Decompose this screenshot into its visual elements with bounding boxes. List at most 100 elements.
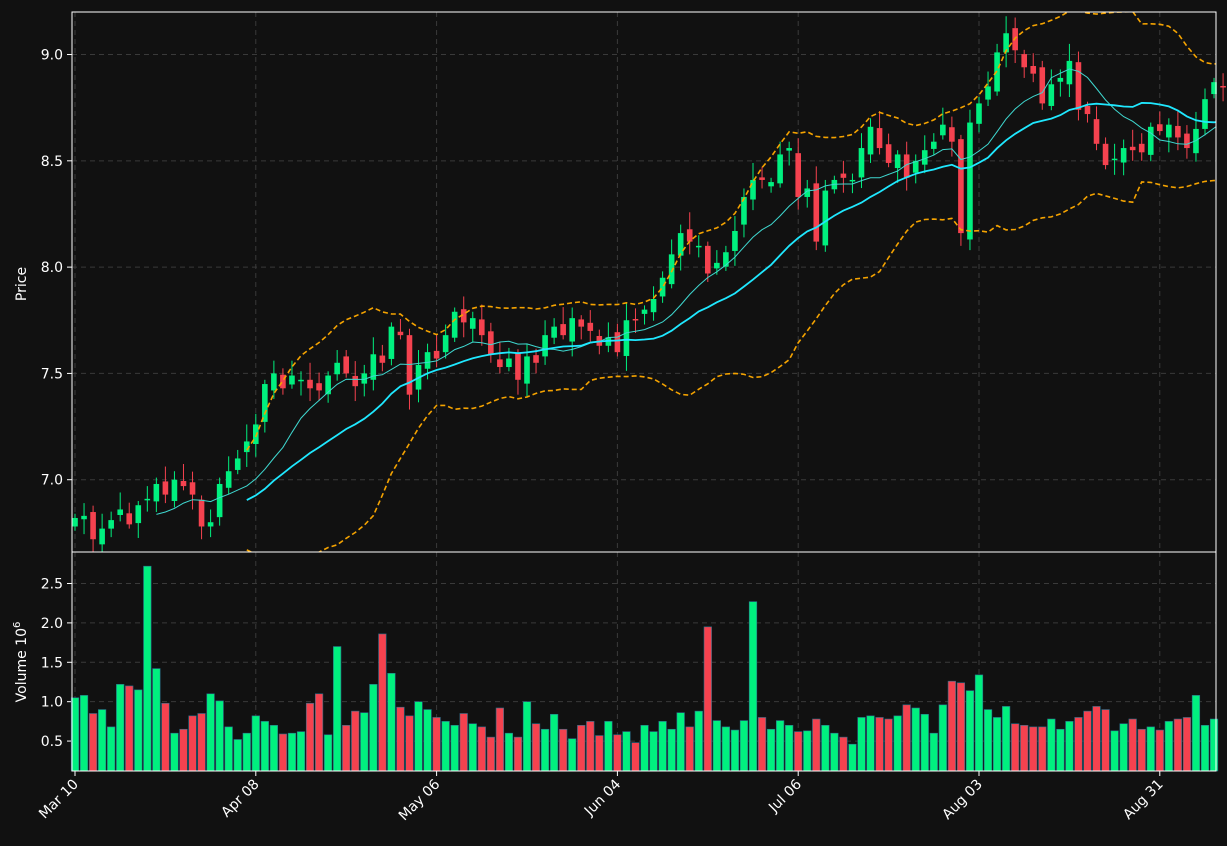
volume-bar — [965, 690, 975, 772]
volume-bar — [992, 717, 1002, 772]
candle-body — [967, 122, 973, 240]
candle-body — [1084, 105, 1091, 115]
volume-tick-label: 2.0 — [41, 616, 63, 632]
candle-body — [732, 230, 738, 251]
volume-bar — [685, 726, 694, 772]
volume-bar — [459, 713, 468, 772]
volume-bar — [504, 732, 514, 772]
volume-bar — [830, 732, 839, 772]
volume-bar — [360, 712, 369, 772]
candle-body — [1120, 148, 1127, 163]
candle-body — [885, 144, 892, 163]
candle-body — [234, 458, 241, 470]
candle-body — [569, 318, 575, 342]
candle-body — [759, 177, 765, 180]
candle-body — [1111, 158, 1118, 161]
volume-bar — [468, 723, 477, 772]
volume-bar — [712, 720, 721, 772]
volume-bar — [622, 731, 631, 772]
volume-bar — [667, 728, 676, 772]
volume-bar — [88, 713, 98, 772]
candle-body — [985, 86, 991, 100]
candle-body — [641, 309, 648, 314]
candle-body — [1066, 60, 1073, 85]
volume-bar — [694, 710, 703, 772]
volume-bar — [857, 717, 866, 772]
volume-bar — [730, 729, 740, 772]
candle-body — [650, 299, 657, 313]
price-tick-label: 8.5 — [41, 154, 63, 170]
candle-body — [370, 354, 377, 380]
candle-body — [81, 515, 87, 520]
candle-body — [614, 332, 621, 353]
candle-body — [587, 322, 594, 331]
candle-body — [741, 196, 747, 225]
candle-body — [560, 324, 566, 336]
volume-bar — [1092, 706, 1101, 772]
bollinger-upper-band — [246, 12, 1216, 451]
price-tick-label: 9.0 — [41, 48, 63, 64]
volume-bar — [287, 732, 297, 772]
candle-body — [1048, 84, 1055, 106]
volume-bar — [893, 715, 902, 772]
candle-body — [334, 362, 340, 375]
volume-bar — [224, 726, 233, 772]
volume-bar — [342, 725, 351, 772]
volume-bar — [559, 728, 568, 772]
candle-body — [442, 335, 449, 353]
volume-bar — [586, 721, 595, 772]
volume-bar — [1020, 725, 1029, 772]
volume-bar — [577, 725, 586, 772]
volume-bar — [1101, 709, 1110, 772]
candle-body — [949, 127, 955, 142]
candle-body — [379, 355, 386, 363]
volume-bar — [107, 726, 116, 772]
candle-body — [858, 148, 865, 178]
candle-body — [1003, 33, 1009, 53]
candle-body — [551, 326, 557, 338]
volume-bar — [757, 717, 767, 772]
candle-body — [72, 517, 78, 527]
candle-body — [243, 441, 250, 453]
volume-bar — [143, 565, 152, 772]
candle-body — [343, 356, 349, 374]
price-tick-label: 7.5 — [41, 366, 63, 382]
price-tick-label: 8.0 — [41, 260, 63, 276]
candle-body — [695, 245, 702, 248]
volume-bar — [125, 685, 134, 772]
volume-bar — [721, 726, 730, 772]
volume-bar — [785, 725, 794, 772]
moving-average-slow — [246, 101, 1216, 501]
candle-body — [632, 318, 639, 321]
volume-bar — [766, 728, 776, 772]
candle-body — [198, 499, 205, 527]
volume-bar — [441, 721, 450, 772]
volume-bar — [1155, 729, 1164, 772]
candle-body — [813, 183, 820, 242]
volume-bar — [1047, 718, 1056, 772]
price-tick-label: 7.0 — [41, 473, 63, 489]
candle-body — [894, 154, 901, 169]
candle-body — [1039, 67, 1046, 104]
candle-body — [849, 179, 856, 182]
candle-body — [940, 124, 946, 136]
volume-tick-label: 0.5 — [41, 734, 63, 750]
candle-body — [705, 245, 711, 274]
candle-body — [533, 355, 539, 363]
volume-bar — [378, 633, 387, 772]
candle-body — [867, 126, 874, 155]
candle-body — [714, 262, 720, 269]
volume-bar — [333, 646, 342, 772]
volume-bar — [568, 738, 577, 772]
candle-body — [795, 153, 801, 197]
volume-bar — [477, 726, 486, 772]
candle-body — [397, 331, 404, 336]
candle-body — [659, 277, 666, 297]
volume-bar — [1128, 718, 1137, 772]
volume-bar — [522, 701, 532, 772]
candle-body — [451, 311, 458, 338]
candle-body — [207, 522, 214, 527]
volume-bar — [423, 709, 432, 772]
volume-bar — [369, 684, 378, 772]
